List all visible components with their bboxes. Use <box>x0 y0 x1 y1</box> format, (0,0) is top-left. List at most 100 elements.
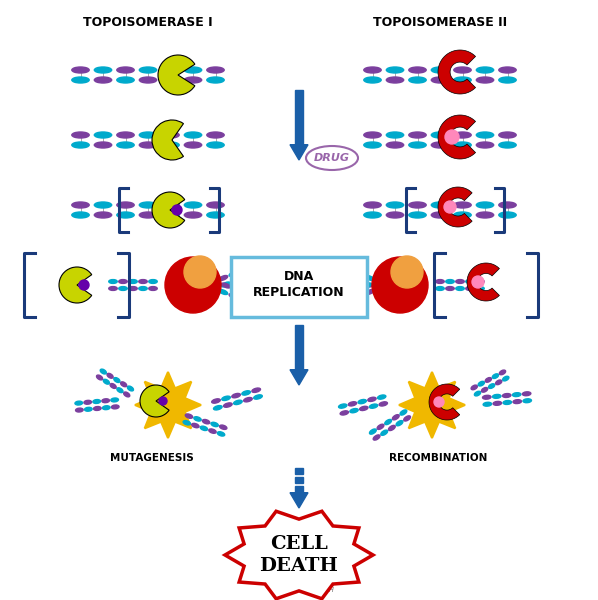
Ellipse shape <box>404 416 410 421</box>
Ellipse shape <box>502 394 511 397</box>
Ellipse shape <box>102 406 110 410</box>
Polygon shape <box>429 384 460 420</box>
Ellipse shape <box>454 77 471 83</box>
Polygon shape <box>438 187 472 227</box>
Polygon shape <box>290 145 308 160</box>
Polygon shape <box>290 493 308 508</box>
Polygon shape <box>295 325 303 370</box>
Ellipse shape <box>84 400 91 404</box>
Ellipse shape <box>481 388 488 392</box>
Ellipse shape <box>117 212 134 218</box>
Ellipse shape <box>102 399 109 403</box>
Text: DNA
REPLICATION: DNA REPLICATION <box>253 271 345 299</box>
Ellipse shape <box>94 142 112 148</box>
Ellipse shape <box>202 419 210 424</box>
Ellipse shape <box>124 392 130 397</box>
Ellipse shape <box>355 293 364 299</box>
Ellipse shape <box>409 202 426 208</box>
Ellipse shape <box>192 424 199 428</box>
Ellipse shape <box>335 302 343 307</box>
Ellipse shape <box>194 417 201 421</box>
Ellipse shape <box>260 259 269 264</box>
Ellipse shape <box>94 77 112 83</box>
Ellipse shape <box>386 142 404 148</box>
Ellipse shape <box>254 395 263 399</box>
Wedge shape <box>152 120 184 160</box>
Ellipse shape <box>409 67 426 73</box>
Polygon shape <box>399 372 465 438</box>
Ellipse shape <box>364 67 381 73</box>
Wedge shape <box>158 55 195 95</box>
Polygon shape <box>295 487 303 493</box>
Ellipse shape <box>211 422 218 427</box>
Ellipse shape <box>242 391 251 395</box>
Ellipse shape <box>431 132 448 138</box>
Ellipse shape <box>364 77 381 83</box>
Ellipse shape <box>476 287 484 290</box>
Ellipse shape <box>263 266 271 271</box>
Ellipse shape <box>389 425 395 431</box>
Ellipse shape <box>109 280 117 283</box>
Ellipse shape <box>523 392 531 396</box>
Ellipse shape <box>129 287 138 290</box>
Ellipse shape <box>446 280 454 283</box>
Ellipse shape <box>162 142 179 148</box>
Ellipse shape <box>499 132 516 138</box>
Ellipse shape <box>306 146 358 170</box>
Ellipse shape <box>219 275 228 280</box>
Ellipse shape <box>499 142 516 148</box>
Ellipse shape <box>139 142 157 148</box>
Ellipse shape <box>75 408 83 412</box>
Ellipse shape <box>335 263 343 268</box>
Text: RECOMBINATION: RECOMBINATION <box>389 453 487 463</box>
Ellipse shape <box>249 263 258 268</box>
Ellipse shape <box>207 77 224 83</box>
Ellipse shape <box>207 132 224 138</box>
Ellipse shape <box>386 132 404 138</box>
Ellipse shape <box>322 266 331 271</box>
Ellipse shape <box>409 142 426 148</box>
Ellipse shape <box>392 415 399 420</box>
Ellipse shape <box>477 212 494 218</box>
Ellipse shape <box>454 132 471 138</box>
Ellipse shape <box>477 67 494 73</box>
Ellipse shape <box>72 212 89 218</box>
Ellipse shape <box>368 397 376 401</box>
Ellipse shape <box>431 212 448 218</box>
Ellipse shape <box>94 67 112 73</box>
Polygon shape <box>225 511 373 599</box>
Ellipse shape <box>119 287 127 290</box>
Ellipse shape <box>454 202 471 208</box>
Text: DRUG: DRUG <box>314 153 350 163</box>
Ellipse shape <box>409 212 426 218</box>
Ellipse shape <box>431 67 448 73</box>
Ellipse shape <box>129 280 138 283</box>
Ellipse shape <box>231 278 240 283</box>
Ellipse shape <box>456 287 464 290</box>
Ellipse shape <box>352 287 361 292</box>
Ellipse shape <box>513 400 521 404</box>
Ellipse shape <box>72 132 89 138</box>
Ellipse shape <box>100 369 106 374</box>
Ellipse shape <box>409 77 426 83</box>
Ellipse shape <box>477 132 494 138</box>
Ellipse shape <box>358 400 367 404</box>
Ellipse shape <box>332 269 341 275</box>
Ellipse shape <box>350 409 358 413</box>
Ellipse shape <box>493 401 502 406</box>
Ellipse shape <box>523 399 532 403</box>
Ellipse shape <box>93 407 101 410</box>
Ellipse shape <box>119 280 127 283</box>
Ellipse shape <box>365 275 374 280</box>
Ellipse shape <box>381 430 388 436</box>
Ellipse shape <box>139 280 147 283</box>
Ellipse shape <box>162 212 179 218</box>
Ellipse shape <box>232 394 240 398</box>
Ellipse shape <box>252 269 261 275</box>
Ellipse shape <box>121 382 127 387</box>
Ellipse shape <box>117 132 134 138</box>
Ellipse shape <box>377 395 386 399</box>
Ellipse shape <box>499 212 516 218</box>
Ellipse shape <box>229 271 238 277</box>
Ellipse shape <box>512 392 521 397</box>
